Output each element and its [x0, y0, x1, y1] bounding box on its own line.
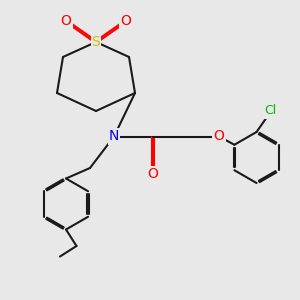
Text: O: O	[214, 130, 224, 143]
Text: O: O	[121, 14, 131, 28]
Text: Cl: Cl	[264, 104, 276, 118]
Text: O: O	[61, 14, 71, 28]
Text: O: O	[148, 167, 158, 181]
Text: S: S	[92, 35, 100, 49]
Text: N: N	[109, 130, 119, 143]
